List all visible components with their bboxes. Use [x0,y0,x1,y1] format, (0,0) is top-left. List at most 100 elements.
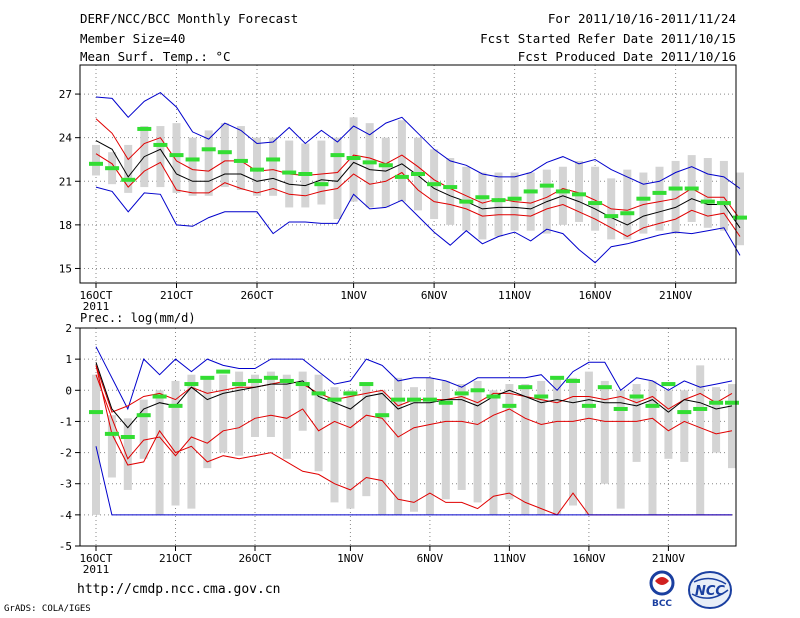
spread-box [457,384,466,490]
x-tick-year: 2011 [83,563,110,576]
y-tick-label: -1 [59,415,72,428]
spread-box [298,371,307,431]
observed-mark [168,403,183,408]
observed-mark [343,391,358,396]
spread-box [623,169,632,240]
x-tick-label: 21OCT [160,289,193,302]
spread-box [728,384,736,469]
y-tick-label: 2 [65,322,72,335]
spread-box [314,374,323,472]
spread-box [107,415,116,478]
y-tick-label: 27 [59,88,72,101]
spread-box [124,144,133,193]
observed-mark [604,214,619,219]
observed-mark [378,163,393,168]
observed-mark [555,189,570,194]
spread-box [696,365,705,515]
observed-mark [266,157,281,162]
observed-mark [539,183,554,188]
spread-box [671,160,680,234]
series-line-min [95,446,732,516]
x-tick-label: 6NOV [421,289,448,302]
observed-mark [311,391,326,396]
x-tick-label: 11NOV [498,289,531,302]
observed-mark [636,196,651,201]
observed-mark [716,201,731,206]
observed-mark [486,394,501,399]
series-line-mean [95,362,733,429]
spread-box [362,384,371,497]
x-tick-label: 21NOV [659,289,692,302]
plot-frame [79,327,737,547]
observed-mark [346,156,361,161]
observed-mark [282,170,297,175]
spread-box [591,166,600,231]
y-tick-label: 15 [59,262,72,275]
observed-mark [120,435,135,439]
spread-box [266,371,275,437]
observed-mark [588,201,603,206]
spread-box [172,123,181,193]
y-tick-label: 18 [59,219,72,232]
observed-mark [200,375,215,380]
observed-mark [700,199,715,204]
observed-mark [733,215,747,220]
observed-mark [250,167,264,172]
x-tick-label: 6NOV [417,552,444,565]
plot-frame [79,64,737,284]
spread-box [553,377,562,515]
observed-mark [201,147,216,152]
series-line-min [95,186,741,264]
spread-box [235,371,244,456]
observed-mark [295,382,310,387]
spread-box [171,380,180,506]
spread-box [655,166,664,231]
observed-mark [566,378,580,383]
spread-box [664,390,673,459]
variable-label: Mean Surf. Temp.: °C [80,49,231,64]
spread-box [269,137,278,196]
y-tick-label: -2 [59,447,72,460]
spread-box [478,172,487,240]
spread-box [236,126,245,190]
x-tick-label: 16OCT [79,289,112,302]
observed-mark [597,385,612,390]
observed-mark [454,391,469,396]
observed-mark [661,382,676,387]
spread-box [253,137,261,196]
spread-box [333,137,342,220]
observed-mark [459,199,474,204]
x-tick-label: 21OCT [159,552,192,565]
observed-mark [232,382,247,387]
observed-mark [362,160,377,165]
observed-mark [279,378,294,383]
y-tick-label: 21 [59,175,72,188]
series-line-p25 [95,374,733,460]
y-tick-label: -5 [59,540,72,553]
x-tick-year: 2011 [83,300,110,313]
observed-mark [216,369,231,374]
source-url[interactable]: http://cmdp.ncc.cma.gov.cn [77,582,281,597]
observed-mark [550,375,565,380]
spread-box [712,387,721,453]
observed-mark [391,397,406,402]
observed-mark [581,403,596,408]
observed-mark [330,153,345,158]
series-line-max [95,91,741,189]
fcst-produced-date: Fcst Produced Date 2011/10/16 [517,49,736,64]
fcst-started-date: Fcst Started Refer Date 2011/10/15 [480,31,736,46]
observed-mark [89,410,103,415]
spread-box [394,377,403,515]
spread-box [282,374,291,459]
spread-box [575,160,583,222]
observed-mark [233,158,248,163]
spread-box [378,390,387,515]
x-tick-label: 1NOV [337,552,364,565]
observed-mark [443,185,458,190]
spread-box [526,172,535,231]
y-tick-label: -4 [59,509,73,522]
observed-mark [572,192,586,197]
spread-box [680,390,689,462]
spread-box [317,140,326,205]
